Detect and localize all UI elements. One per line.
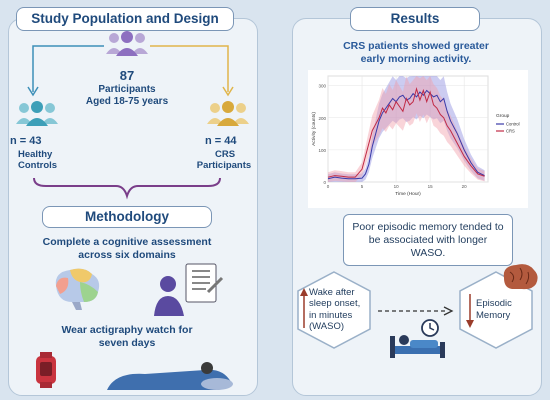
healthy-label-1: Healthy	[18, 149, 53, 160]
x-tick-label: 20	[462, 184, 468, 189]
clock-icon	[421, 319, 439, 337]
bed-icon	[390, 335, 445, 358]
y-tick-label: 100	[318, 148, 326, 153]
waso-label: Wake after sleep onset, in minutes (WASO…	[309, 287, 361, 333]
crs-group-icon	[207, 101, 249, 126]
healthy-label-2: Controls	[18, 160, 58, 171]
sleeping-person-icon	[107, 362, 233, 390]
series-line-crs	[327, 87, 485, 178]
brain-red-icon	[503, 264, 538, 290]
crs-label-2: Participants	[196, 160, 252, 171]
results-title: Results	[350, 7, 480, 31]
x-axis-label: Time (Hour)	[395, 191, 421, 197]
waso-up-arrow-icon	[300, 288, 308, 328]
method-actigraphy-line2: seven days	[98, 337, 156, 349]
legend-label-crs: CRS	[506, 129, 515, 134]
x-tick-label: 0	[327, 184, 330, 189]
y-axis-label: Activity (counts)	[311, 112, 317, 146]
people-group-icon	[106, 31, 148, 56]
method-cognitive-line1: Complete a cognitive assessment	[42, 236, 212, 248]
legend-label-control: Control	[506, 122, 520, 127]
x-tick-label: 10	[394, 184, 400, 189]
waso-hexagon	[297, 271, 371, 349]
assessment-icon	[154, 263, 224, 316]
crs-label-1: CRS	[214, 149, 236, 160]
finding-activity-line2: early morning activity.	[360, 53, 472, 65]
x-tick-label: 5	[361, 184, 364, 189]
methodology-title: Methodology	[42, 206, 212, 228]
study-design-title: Study Population and Design	[16, 7, 234, 31]
age-range-label: Aged 18-75 years	[85, 96, 169, 107]
plot-area	[327, 75, 489, 183]
y-tick-label: 200	[318, 116, 326, 121]
method-actigraphy-line1: Wear actigraphy watch for	[61, 324, 193, 336]
memory-hexagon	[459, 271, 533, 349]
healthy-count: n = 43	[10, 135, 42, 147]
legend-title: Group	[496, 113, 510, 119]
method-cognitive-line2: across six domains	[78, 249, 176, 261]
brain-icon	[55, 268, 100, 310]
band-crs	[328, 76, 485, 182]
activity-chart-svg: 0 100 200 300 0 5 10 15 20 Time (Hour) Activity (c…	[311, 75, 520, 197]
participants-label: Participants	[98, 84, 156, 95]
total-count: 87	[119, 68, 135, 83]
dashed-arrow	[378, 306, 454, 316]
memory-down-arrow-icon	[466, 294, 474, 328]
healthy-group-icon	[16, 101, 58, 126]
finding-activity-line1: CRS patients showed greater	[343, 40, 489, 52]
x-tick-label: 15	[428, 184, 434, 189]
finding-memory: Poor episodic memory tended to be associ…	[343, 214, 513, 266]
y-tick-label: 300	[318, 84, 326, 89]
crs-count: n = 44	[205, 135, 237, 147]
band-control	[328, 76, 485, 182]
y-tick-label: 0	[323, 180, 326, 185]
memory-label-2: Memory	[476, 310, 511, 321]
watch-icon	[36, 352, 56, 388]
memory-label-1: Episodic	[476, 298, 512, 309]
